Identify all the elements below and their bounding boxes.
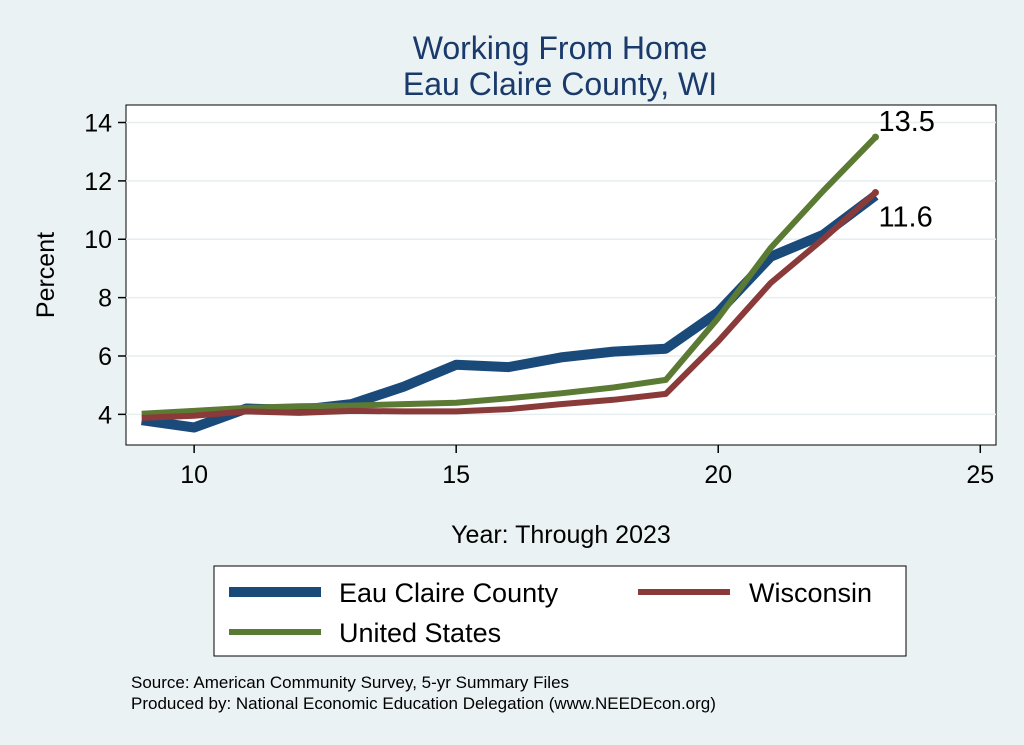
y-axis-label: Percent: [32, 232, 60, 318]
y-tick-label-5: 14: [84, 110, 112, 138]
y-tick-label-2: 8: [98, 285, 112, 313]
legend-label-united-states: United States: [339, 618, 501, 648]
legend-box: [213, 565, 907, 657]
series-line-united-states: [141, 135, 878, 417]
y-axis: 4 6 8 10 12 14: [84, 110, 126, 429]
end-label-0: 13.5: [878, 106, 934, 138]
end-marker-1: [871, 189, 879, 197]
x-tick-label-3: 25: [966, 461, 994, 489]
legend-label-eau-claire: Eau Claire County: [339, 578, 559, 608]
chart-title-line-1: Working From Home: [413, 30, 708, 66]
x-tick-label-1: 15: [442, 461, 470, 489]
x-tick-label-2: 20: [704, 461, 732, 489]
x-tick-label-0: 10: [180, 461, 208, 489]
y-tick-label-0: 4: [98, 401, 112, 429]
x-axis-label: Year: Through 2023: [451, 521, 671, 549]
produced-by-note: Produced by: National Economic Education…: [131, 694, 716, 713]
end-marker-0: [871, 133, 879, 141]
legend-label-wisconsin: Wisconsin: [749, 578, 872, 608]
end-label-1: 11.6: [878, 202, 932, 234]
legend: Eau Claire County Wisconsin United State…: [213, 565, 907, 657]
series-line-wisconsin: [141, 190, 878, 421]
series-group: [141, 135, 879, 433]
x-axis: 10 15 20 25: [180, 445, 994, 489]
chart-title-line-2: Eau Claire County, WI: [403, 66, 717, 102]
source-note: Source: American Community Survey, 5-yr …: [131, 673, 569, 692]
y-tick-label-4: 12: [84, 168, 112, 196]
y-tick-label-3: 10: [84, 226, 112, 254]
end-labels: 13.5 11.6: [871, 106, 935, 234]
y-tick-label-1: 6: [98, 343, 112, 371]
